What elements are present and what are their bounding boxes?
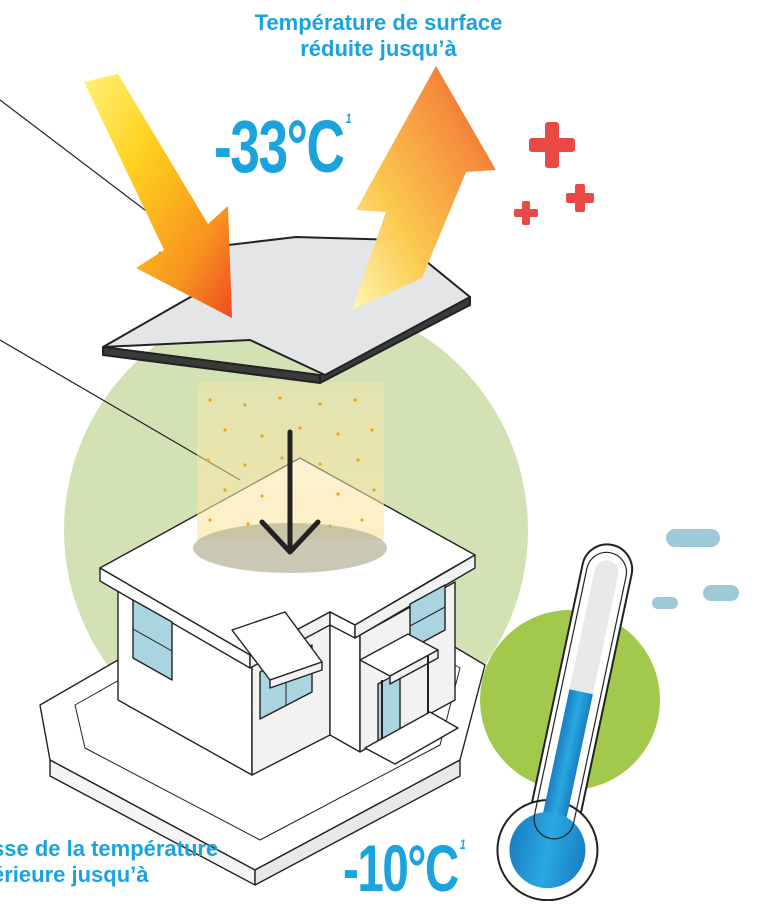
bottom-callout-line2: érieure jusqu’à [0,862,149,888]
down-arrow-icon [259,429,321,555]
plus-icon-small-right [566,184,594,212]
incoming-sun-arrow-icon [84,74,232,318]
bottom-callout-label: sse de la température érieure jusqu’à [0,836,218,889]
cold-dash-1 [666,529,720,547]
surface-temp-value-text: -33°C [214,105,345,188]
interior-temp-value-text: -10°C [343,831,459,905]
interior-temp-reduction-value: -10°C 1 [343,830,466,906]
cold-dash-3 [703,585,739,601]
window-awning-edge [269,661,323,689]
bottom-callout-line1: sse de la température [0,836,219,861]
reflected-heat-arrow-icon [352,66,496,310]
top-callout-line2: réduite jusqu’à [300,36,457,62]
beam-dots [206,396,376,528]
surface-temp-reduction-value: -33°C 1 [214,104,352,189]
porch-step [364,711,459,765]
footnote-marker: 1 [345,110,352,126]
roof-fascia-right [354,554,476,639]
top-callout-label: Température de surface réduite jusqu’à [0,10,757,63]
top-callout-line1: Température de surface [254,10,503,35]
thermometer-icon [496,543,634,901]
ground-slab-edge-right [254,759,461,886]
plus-icon-small-left [514,201,538,225]
footnote-marker: 1 [459,836,466,852]
plus-icon-large [529,122,575,168]
cold-dash-2 [652,597,678,609]
porch-canopy-edge [389,649,439,685]
